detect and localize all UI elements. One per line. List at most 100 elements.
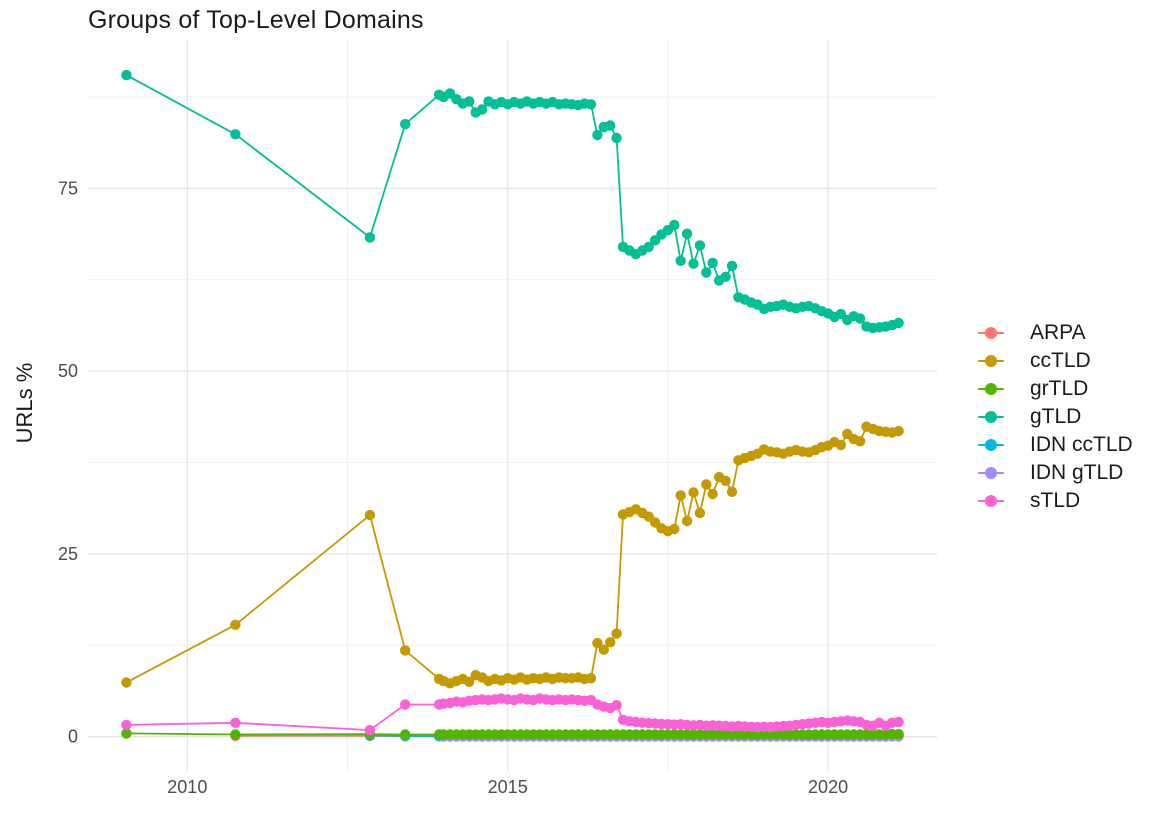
data-point-cctld	[675, 490, 686, 501]
series-stld	[121, 693, 904, 736]
gridlines-major	[88, 40, 937, 771]
data-point-gtld	[605, 120, 616, 131]
data-point-cctld	[611, 628, 622, 639]
data-point-stld	[364, 724, 376, 736]
data-point-gtld	[121, 69, 132, 81]
y-tick-label: 50	[58, 361, 78, 381]
data-point-cctld	[400, 645, 411, 656]
legend-item-arpa: ARPA	[978, 319, 1133, 347]
data-point-gtld	[364, 232, 376, 243]
legend-item-gtld: gTLD	[978, 403, 1133, 431]
data-point-gtld	[643, 241, 654, 253]
data-point-cctld	[854, 436, 866, 447]
data-point-gtld	[701, 267, 712, 278]
data-point-gtld	[230, 129, 241, 140]
legend-label: ARPA	[1030, 321, 1086, 344]
data-point-gtld	[476, 104, 488, 115]
legend-dot-icon	[985, 439, 997, 451]
data-point-gtld	[592, 129, 603, 141]
data-point-cctld	[121, 677, 132, 688]
data-point-grtld	[400, 729, 411, 740]
data-point-gtld	[893, 317, 904, 329]
data-point-cctld	[835, 439, 847, 451]
data-point-gtld	[694, 240, 706, 251]
data-point-cctld	[230, 619, 241, 630]
legend-dot-icon	[985, 495, 997, 507]
data-point-gtld	[707, 257, 718, 269]
data-point-cctld	[364, 509, 376, 521]
data-point-gtld	[688, 258, 699, 269]
legend-marker-arpa	[978, 327, 1004, 339]
data-point-cctld	[726, 486, 738, 497]
y-tick-label: 0	[68, 727, 78, 747]
data-point-cctld	[669, 523, 680, 535]
legend-item-cctld: ccTLD	[978, 347, 1133, 375]
legend-dot-icon	[985, 355, 997, 367]
legend-label: grTLD	[1030, 377, 1089, 400]
data-point-stld	[121, 719, 132, 731]
data-point-cctld	[720, 475, 731, 486]
legend-dot-icon	[985, 327, 997, 339]
chart-title: Groups of Top-Level Domains	[88, 6, 424, 34]
data-point-grtld	[230, 729, 241, 740]
data-point-cctld	[688, 487, 699, 498]
data-point-cctld	[464, 676, 475, 687]
data-point-grtld	[121, 728, 132, 739]
data-point-gtld	[720, 271, 731, 282]
data-point-gtld	[400, 118, 411, 130]
data-point-gtld	[669, 219, 680, 231]
legend-marker-gtld	[978, 411, 1004, 423]
legend-dot-icon	[985, 467, 997, 479]
data-point-stld	[611, 700, 622, 711]
data-point-gtld	[611, 132, 622, 144]
x-tick-label: 2020	[808, 777, 848, 797]
data-point-gtld	[681, 228, 693, 239]
data-point-grtld	[893, 728, 904, 740]
series-grtld	[121, 728, 904, 740]
data-point-cctld	[592, 637, 603, 649]
y-tick-label: 75	[58, 178, 78, 198]
legend-item-idn-gtld: IDN gTLD	[978, 459, 1133, 487]
legend-item-stld: sTLD	[978, 487, 1133, 515]
data-point-cctld	[707, 488, 718, 500]
data-point-gtld	[675, 255, 686, 266]
data-point-stld	[400, 699, 411, 710]
data-point-cctld	[598, 644, 609, 655]
legend-label: gTLD	[1030, 405, 1082, 428]
y-tick-label: 25	[58, 544, 78, 564]
legend-label: sTLD	[1030, 489, 1081, 512]
x-tick-label: 2015	[488, 777, 528, 797]
legend-item-idn-cctld: IDN ccTLD	[978, 431, 1133, 459]
axis-tick-labels: 2010 2015 2020 0 25 50 75	[58, 178, 848, 797]
data-point-cctld	[605, 637, 616, 648]
data-point-cctld	[893, 425, 904, 437]
data-point-gtld	[464, 96, 475, 107]
legend-marker-idn-gtld	[978, 467, 1004, 479]
data-point-cctld	[585, 673, 597, 684]
legend-marker-grtld	[978, 383, 1004, 395]
legend-marker-idn-cctld	[978, 439, 1004, 451]
data-point-gtld	[585, 99, 597, 110]
series-line-gtld	[125, 74, 899, 329]
gridlines-minor	[88, 40, 937, 771]
data-point-cctld	[701, 479, 712, 490]
legend: ARPA ccTLD grTLD gTLD IDN ccTLD IDN gTLD sTLD	[978, 319, 1133, 515]
legend-label: IDN ccTLD	[1030, 433, 1133, 456]
legend-item-grtld: grTLD	[978, 375, 1133, 403]
legend-marker-cctld	[978, 355, 1004, 367]
data-point-stld	[893, 716, 904, 728]
legend-marker-stld	[978, 495, 1004, 507]
legend-dot-icon	[985, 411, 997, 423]
data-point-cctld	[681, 515, 693, 527]
data-point-stld	[230, 717, 241, 728]
data-point-cctld	[694, 507, 706, 519]
data-point-gtld	[726, 260, 738, 272]
data-point-gtld	[854, 313, 866, 324]
series-cctld	[121, 421, 904, 689]
legend-label: ccTLD	[1030, 349, 1091, 372]
x-tick-label: 2010	[167, 777, 207, 797]
legend-label: IDN gTLD	[1030, 461, 1124, 484]
legend-dot-icon	[985, 383, 997, 395]
